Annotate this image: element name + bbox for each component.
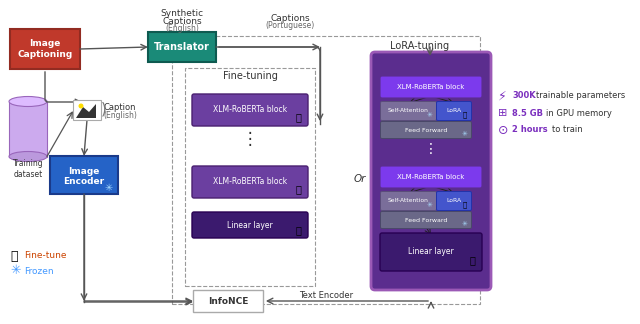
Text: Caption: Caption — [103, 102, 136, 111]
Text: 2 hours: 2 hours — [512, 125, 548, 134]
FancyBboxPatch shape — [380, 166, 482, 188]
Text: ⋮: ⋮ — [242, 130, 259, 148]
Text: Image: Image — [68, 167, 100, 176]
Text: Or: Or — [354, 174, 366, 184]
Text: 🔥: 🔥 — [463, 112, 467, 118]
FancyBboxPatch shape — [436, 101, 472, 121]
Text: LoRA: LoRA — [447, 109, 461, 113]
Text: Frozen: Frozen — [24, 267, 54, 275]
Text: 🔥: 🔥 — [463, 202, 467, 208]
Text: Self-Attention: Self-Attention — [388, 109, 429, 113]
Bar — [9, 101, 47, 156]
Ellipse shape — [9, 152, 47, 161]
Text: ✳: ✳ — [10, 264, 20, 277]
Text: Fine-tune: Fine-tune — [24, 251, 67, 260]
Text: ⊙: ⊙ — [498, 123, 509, 136]
FancyBboxPatch shape — [380, 76, 482, 98]
Bar — [50, 156, 118, 194]
Text: Encoder: Encoder — [63, 177, 104, 186]
Text: ⋮: ⋮ — [424, 142, 438, 156]
Bar — [172, 36, 480, 304]
FancyBboxPatch shape — [436, 191, 472, 211]
FancyBboxPatch shape — [381, 212, 472, 228]
Text: ✳: ✳ — [462, 131, 468, 137]
Text: Synthetic: Synthetic — [161, 9, 204, 18]
Text: Text Encoder: Text Encoder — [299, 291, 353, 300]
Text: ⊞: ⊞ — [498, 108, 508, 118]
Text: (English): (English) — [165, 24, 199, 33]
Text: LoRA: LoRA — [447, 199, 461, 203]
Text: to train: to train — [552, 125, 582, 134]
Text: Feed Forward: Feed Forward — [405, 128, 447, 133]
Text: XLM-RoBERTa block: XLM-RoBERTa block — [213, 178, 287, 187]
Text: 🔥: 🔥 — [295, 112, 301, 122]
FancyBboxPatch shape — [192, 212, 308, 238]
Text: Linear layer: Linear layer — [408, 248, 454, 257]
Text: 🔥: 🔥 — [295, 184, 301, 194]
Text: ): ) — [101, 101, 107, 117]
Text: Training
dataset: Training dataset — [13, 159, 44, 179]
Text: XLM-RoBERTa block: XLM-RoBERTa block — [397, 84, 465, 90]
Text: (English): (English) — [103, 110, 137, 120]
Text: 🔥: 🔥 — [10, 249, 17, 262]
Bar — [73, 100, 101, 120]
Text: 300K: 300K — [512, 91, 536, 100]
Text: XLM-RoBERTa block: XLM-RoBERTa block — [397, 174, 465, 180]
Text: ⚡: ⚡ — [498, 89, 507, 102]
FancyBboxPatch shape — [380, 233, 482, 271]
Text: Translator: Translator — [154, 42, 210, 52]
Text: Fine-tuning: Fine-tuning — [223, 71, 277, 81]
Text: in GPU memory: in GPU memory — [546, 109, 612, 118]
Bar — [185, 68, 315, 286]
Text: 🔥: 🔥 — [469, 255, 475, 265]
Text: Captions: Captions — [162, 17, 202, 26]
Text: 🔥: 🔥 — [295, 225, 301, 235]
Circle shape — [79, 103, 83, 109]
Text: LoRA-tuning: LoRA-tuning — [390, 41, 449, 51]
Bar — [148, 32, 216, 62]
FancyBboxPatch shape — [192, 166, 308, 198]
Text: (Portuguese): (Portuguese) — [266, 21, 315, 30]
Bar — [10, 29, 80, 69]
Ellipse shape — [9, 97, 47, 107]
Text: ✳: ✳ — [105, 183, 113, 193]
FancyBboxPatch shape — [371, 52, 491, 290]
Bar — [193, 290, 263, 312]
Text: Linear layer: Linear layer — [227, 221, 273, 229]
Text: ✳: ✳ — [462, 221, 468, 227]
Text: Feed Forward: Feed Forward — [405, 217, 447, 223]
Text: Image
Captioning: Image Captioning — [17, 39, 72, 59]
Text: XLM-RoBERTa block: XLM-RoBERTa block — [213, 106, 287, 114]
Text: ✳: ✳ — [427, 112, 433, 118]
Text: InfoNCE: InfoNCE — [208, 296, 248, 306]
FancyBboxPatch shape — [381, 101, 436, 121]
FancyBboxPatch shape — [381, 122, 472, 138]
Text: Self-Attention: Self-Attention — [388, 199, 429, 203]
Text: trainable parameters: trainable parameters — [536, 91, 625, 100]
FancyBboxPatch shape — [192, 94, 308, 126]
Polygon shape — [76, 104, 96, 118]
FancyBboxPatch shape — [381, 191, 436, 211]
Text: ✳: ✳ — [427, 202, 433, 208]
Text: Captions: Captions — [270, 14, 310, 23]
Text: 8.5 GB: 8.5 GB — [512, 109, 543, 118]
